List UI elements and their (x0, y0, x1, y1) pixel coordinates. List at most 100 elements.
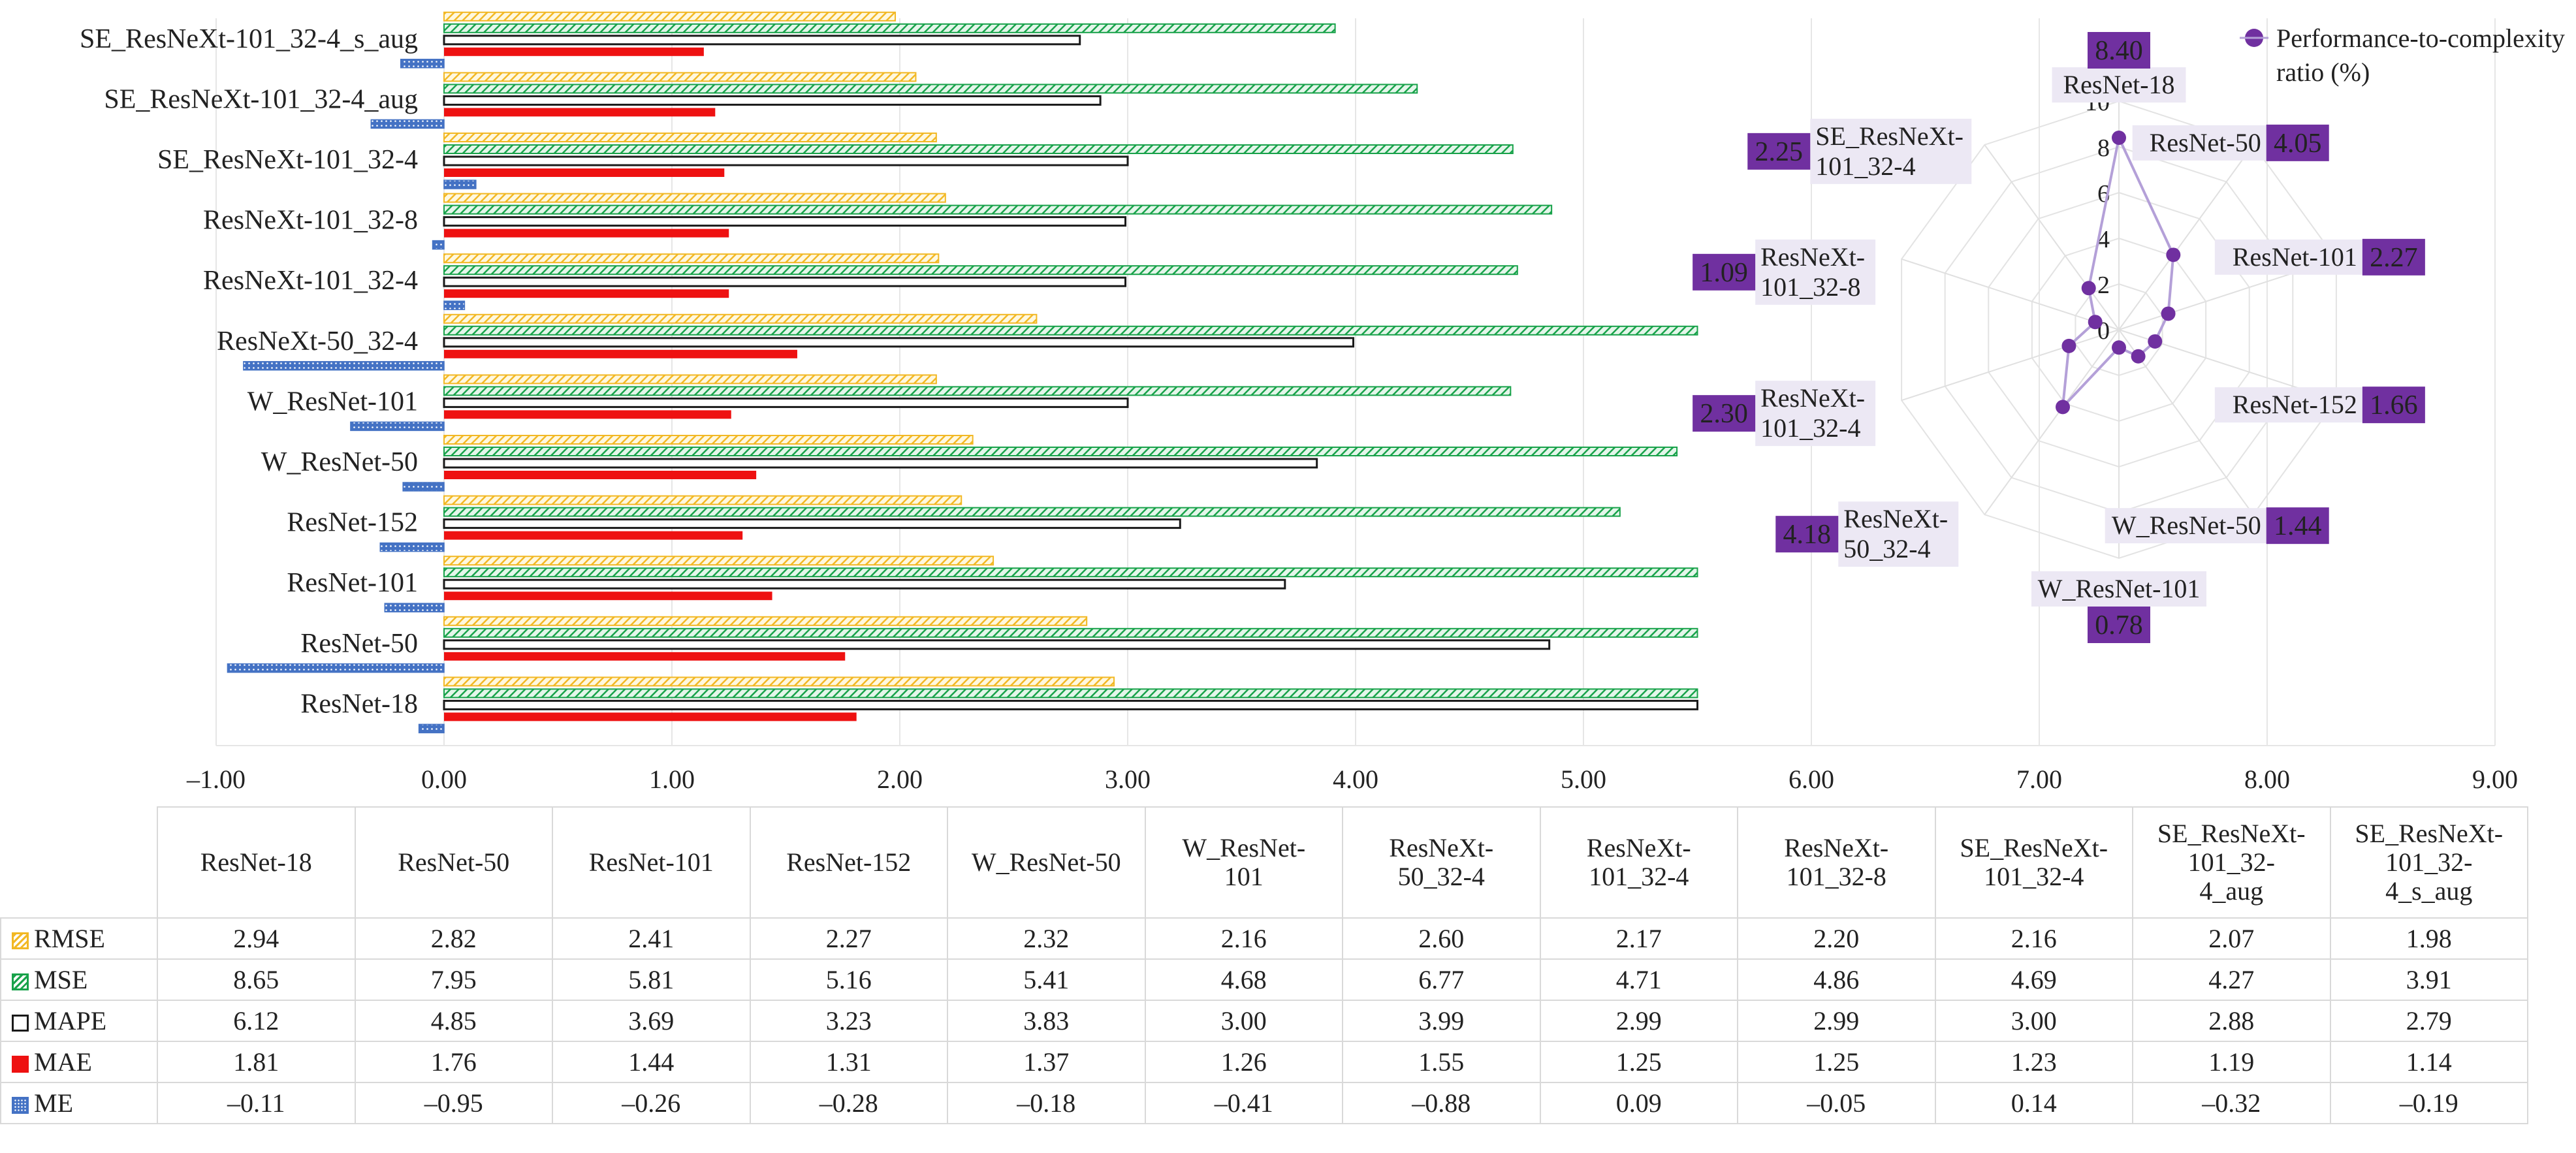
bar-mae-w-resnet-50 (444, 471, 757, 479)
table-legend-key-rmse: RMSE (0, 917, 158, 960)
category-label: ResNet-101 (287, 568, 418, 598)
category-label: ResNet-152 (287, 508, 418, 538)
table-cell: –0.32 (2132, 1082, 2331, 1124)
table-cell: 0.09 (1539, 1082, 1738, 1124)
legend-swatch-mae (12, 1056, 29, 1073)
bar-mse-resnext-50-32-4 (443, 325, 1698, 336)
table-cell: 5.16 (749, 958, 948, 1001)
table-cell: –0.05 (1737, 1082, 1936, 1124)
table-cell: 4.27 (2132, 958, 2331, 1001)
bar-mae-resnet-50 (444, 652, 846, 661)
table-cell: 3.00 (1144, 1000, 1343, 1042)
category-label: ResNeXt-101_32-4 (203, 266, 418, 296)
radar-value-badge-resnext-101-32-4 (1693, 395, 1756, 432)
legend-label: MAE (34, 1047, 92, 1077)
bar-chart-x-tick-labels: –1.00 0.00 1.00 2.00 3.00 4.00 5.00 6.00 7.00 8.0… (186, 765, 2518, 794)
bar-mape-resnext-101-32-8 (443, 216, 1127, 227)
bar-mape-se-resnext-101-32-4 (443, 155, 1129, 166)
radar-value-label: 1.09 (1700, 258, 1748, 288)
bar-mae-resnext-101-32-4 (444, 289, 729, 298)
table-row-mae: MAE 1.81 1.76 1.44 1.31 1.37 1.26 1.55 1.25 1.25 1… (0, 1041, 2528, 1083)
radar-spoke-resnet-50 (2118, 144, 2254, 330)
table-header-resnext-101-32-4: ResNeXt- 101_32-4 (1539, 806, 1738, 919)
radar-axis-label-bg (1810, 118, 1972, 184)
table-header-se-resnext-101-32-4: SE_ResNeXt- 101_32-4 (1934, 806, 2133, 919)
radar-tick-label: 8 (2097, 134, 2110, 162)
bar-me-w-resnet-101 (350, 421, 445, 432)
table-header-resnet-152: ResNet-152 (749, 806, 948, 919)
table-header-w-resnet-50: W_ResNet-50 (947, 806, 1146, 919)
radar-axis-label-bg (1838, 501, 1959, 567)
radar-point-resnext-50-32-4 (2056, 400, 2071, 415)
bar-mape-se-resnext-101-32-4-s-aug (443, 35, 1081, 46)
bar-rmse-se-resnext-101-32-4-s-aug (443, 11, 897, 22)
table-header-resnext-50-32-4: ResNeXt- 50_32-4 (1342, 806, 1541, 919)
table-cell: 1.26 (1144, 1041, 1343, 1083)
bar-me-resnext-50-32-4 (243, 361, 445, 371)
bar-me-resnext-101-32-8 (432, 240, 445, 250)
radar-value-label: 2.25 (1755, 137, 1804, 167)
bar-mape-resnext-101-32-4 (443, 276, 1127, 287)
bar-mae-se-resnext-101-32-4 (444, 168, 725, 177)
radar-spoke-resnext-101-32-4 (1901, 329, 2120, 402)
radar-axis-label: ResNet-50 (2150, 128, 2261, 157)
table-cell: 3.23 (749, 1000, 948, 1042)
category-label: SE_ResNeXt-101_32-4 (157, 145, 418, 175)
radar-spoke-resnext-50-32-4 (1984, 329, 2120, 515)
table-cell: 2.79 (2329, 1000, 2528, 1042)
bar-me-w-resnet-50 (402, 482, 445, 492)
table-cell: 1.25 (1539, 1041, 1738, 1083)
table-header-resnext-101-32-8: ResNeXt- 101_32-8 (1737, 806, 1936, 919)
table-legend-key-mse: MSE (0, 958, 158, 1001)
bar-me-resnet-50 (227, 663, 445, 673)
bar-mae-resnext-50-32-4 (444, 349, 797, 358)
bar-me-resnext-101-32-4 (443, 300, 466, 310)
bar-mae-se-resnext-101-32-4-aug (444, 108, 716, 117)
table-cell: 3.91 (2329, 958, 2528, 1001)
radar-axis-label-bg (2052, 67, 2186, 103)
radar-point-se-resnext-101-32-4 (2081, 281, 2096, 296)
x-tick-label: 2.00 (877, 765, 923, 794)
table-cell: 4.86 (1737, 958, 1936, 1001)
table-cell: 2.82 (354, 917, 553, 960)
table-cell: 2.94 (157, 917, 356, 960)
table-cell: –0.18 (947, 1082, 1146, 1124)
radar-axis-label: 101_32-4 (1815, 151, 1915, 181)
bar-chart-bars (227, 11, 1698, 734)
table-cell: 1.19 (2132, 1041, 2331, 1083)
table-cell: 1.25 (1737, 1041, 1936, 1083)
bar-mse-resnet-18 (443, 688, 1698, 699)
table-cell: 2.16 (1934, 917, 2133, 960)
legend-swatch-mse (12, 973, 29, 990)
x-tick-label: 5.00 (1561, 765, 1606, 794)
x-tick-label: 8.00 (2244, 765, 2290, 794)
table-cell: 1.44 (552, 1041, 751, 1083)
bar-mape-resnext-50-32-4 (443, 337, 1355, 348)
radar-point-w-resnet-101 (2112, 340, 2126, 355)
legend-swatch-rmse (12, 932, 29, 949)
table-cell: –0.11 (157, 1082, 356, 1124)
table-header-se-resnext-101-32-4-aug: SE_ResNeXt- 101_32- 4_aug (2132, 806, 2331, 919)
radar-axis-label: ResNeXt- (1843, 504, 1948, 533)
table-cell: 0.14 (1934, 1082, 2133, 1124)
x-tick-label: –1.00 (186, 765, 246, 794)
radar-value-badge-resnext-101-32-8 (1693, 253, 1756, 291)
table-cell: –0.41 (1144, 1082, 1343, 1124)
radar-value-label: 8.40 (2095, 36, 2143, 66)
table-row-mse: MSE 8.65 7.95 5.81 5.16 5.41 4.68 6.77 4.71 4.86 4… (0, 958, 2528, 1001)
radar-axis-label: ResNet-101 (2233, 242, 2357, 272)
table-cell: 3.00 (1934, 1000, 2133, 1042)
bar-rmse-resnext-50-32-4 (443, 313, 1038, 324)
bar-me-resnet-18 (418, 723, 445, 734)
radar-point-resnet-152 (2148, 334, 2163, 349)
table-cell: 7.95 (354, 958, 553, 1001)
table-row-mape: MAPE 6.12 4.85 3.69 3.23 3.83 3.00 3.99 2.99 2.99… (0, 1000, 2528, 1042)
radar-point-resnext-101-32-4 (2061, 338, 2076, 353)
bar-rmse-resnet-152 (443, 495, 962, 505)
table-cell: 8.65 (157, 958, 356, 1001)
bar-me-se-resnext-101-32-4-s-aug (400, 59, 445, 69)
bar-mae-resnet-152 (444, 531, 743, 540)
bar-mae-resnext-101-32-8 (444, 229, 729, 238)
radar-value-badge-resnet-18 (2088, 32, 2150, 69)
